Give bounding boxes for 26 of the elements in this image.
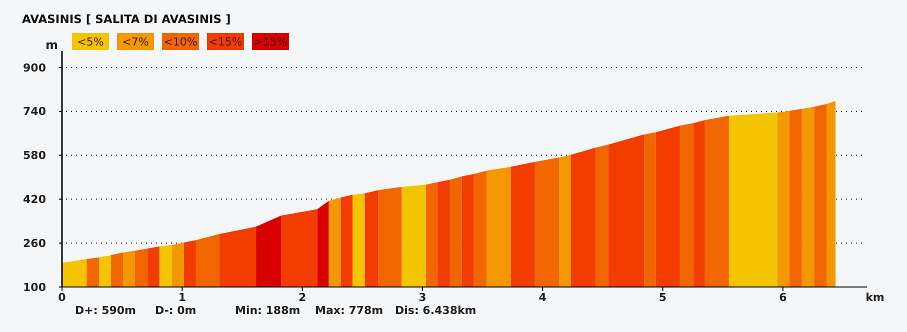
text: <10%: [164, 36, 198, 48]
x-axis-title: km: [866, 291, 884, 304]
x-tick-label: 6: [779, 291, 788, 304]
y-tick-label: 260: [23, 236, 46, 250]
x-tick-label: 3: [418, 291, 426, 304]
text: <7%: [122, 36, 149, 48]
y-tick-label: 420: [23, 193, 46, 206]
text: Max: 778m: [315, 304, 384, 317]
x-tick-label: 4: [538, 291, 547, 304]
y-axis-title: m: [45, 38, 58, 52]
text: >15%: [254, 36, 288, 48]
chart-title: AVASINIS [ SALITA DI AVASINIS ]: [22, 12, 231, 26]
text: <5%: [77, 36, 104, 48]
text: Dis: 6.438km: [395, 304, 476, 317]
y-tick-label: 100: [23, 280, 46, 294]
x-tick-label: 1: [178, 291, 186, 304]
y-tick-label: 740: [23, 105, 46, 118]
y-tick-label: 900: [23, 61, 46, 74]
y-tick-label: 580: [23, 149, 46, 162]
text: <15%: [208, 36, 242, 48]
text: D-: 0m: [155, 304, 196, 317]
x-tick-label: 2: [298, 291, 306, 304]
text: Min: 188m: [235, 304, 300, 317]
x-tick-label: 5: [658, 291, 667, 304]
x-tick-label: 0: [58, 291, 66, 304]
text: D+: 590m: [75, 304, 136, 317]
